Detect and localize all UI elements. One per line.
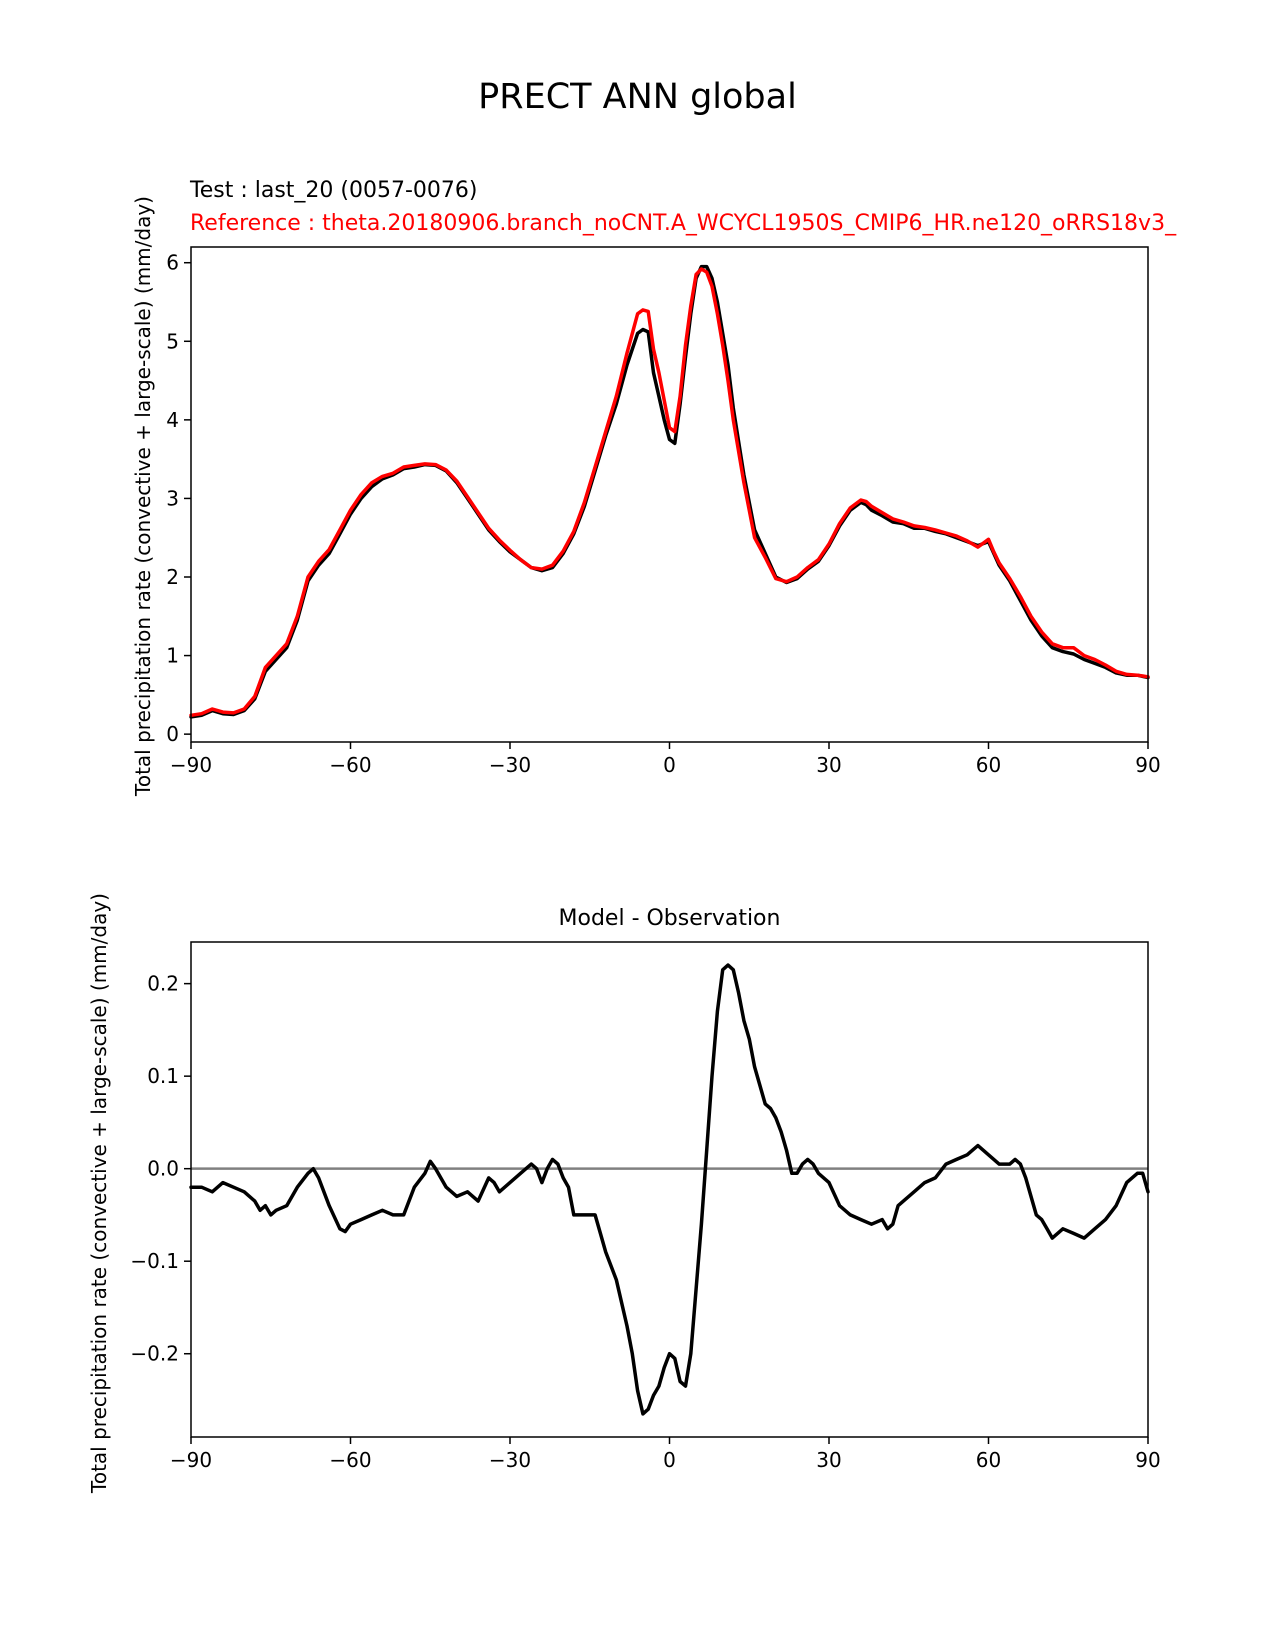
bottom-y-tick-label: −0.1 bbox=[130, 1249, 179, 1273]
top-y-tick-label: 1 bbox=[166, 644, 179, 668]
bottom-plot-area bbox=[189, 963, 1150, 1416]
bottom-x-tick-label: 30 bbox=[816, 1448, 841, 1472]
bottom-x-tick-label: −60 bbox=[329, 1448, 371, 1472]
top-y-tick-label: 6 bbox=[166, 251, 179, 275]
reference-label: Reference : theta.20180906.branch_noCNT.… bbox=[190, 211, 1177, 236]
top-y-tick-label: 2 bbox=[166, 565, 179, 589]
bottom-y-axis-label: Total precipitation rate (convective + l… bbox=[87, 893, 111, 1494]
top-x-tick-label: −60 bbox=[329, 753, 371, 777]
bottom-x-tick-label: −90 bbox=[170, 1448, 212, 1472]
top-x-tick-label: −30 bbox=[489, 753, 531, 777]
top-axis-ticks: −90 −60 −30 0 30 60 90 0 1 2 3 4 5 6 bbox=[166, 251, 1160, 777]
bottom-y-tick-label: 0.1 bbox=[147, 1064, 179, 1088]
bottom-y-tick-label: −0.2 bbox=[130, 1342, 179, 1366]
bottom-y-tick-label: 0.0 bbox=[147, 1157, 179, 1181]
bottom-y-tick-label: 0.2 bbox=[147, 972, 179, 996]
top-y-tick-label: 4 bbox=[166, 408, 179, 432]
top-y-tick-label: 0 bbox=[166, 722, 179, 746]
bottom-axis-ticks: −90 −60 −30 0 30 60 90 −0.2 −0.1 0.0 0.1 0.2 bbox=[130, 972, 1160, 1472]
top-x-tick-label: 0 bbox=[663, 753, 676, 777]
figure-title: PRECT ANN global bbox=[478, 77, 797, 117]
bottom-x-tick-label: 0 bbox=[663, 1448, 676, 1472]
bottom-series-model-observation-line bbox=[189, 963, 1150, 1416]
top-series-reference-line bbox=[189, 267, 1150, 718]
top-x-tick-label: 30 bbox=[816, 753, 841, 777]
top-y-tick-label: 3 bbox=[166, 486, 179, 510]
bottom-panel: Model - Observation Total precipitation … bbox=[87, 893, 1161, 1494]
bottom-x-tick-label: 90 bbox=[1135, 1448, 1160, 1472]
top-x-tick-label: 90 bbox=[1135, 753, 1160, 777]
bottom-x-tick-label: 60 bbox=[976, 1448, 1001, 1472]
top-plot-area bbox=[189, 264, 1150, 719]
top-panel: Test : last_20 (0057-0076) Reference : t… bbox=[131, 178, 1177, 797]
bottom-x-tick-label: −30 bbox=[489, 1448, 531, 1472]
top-x-tick-label: 60 bbox=[976, 753, 1001, 777]
top-y-axis-label: Total precipitation rate (convective + l… bbox=[131, 196, 155, 797]
top-x-tick-label: −90 bbox=[170, 753, 212, 777]
test-label: Test : last_20 (0057-0076) bbox=[189, 178, 477, 203]
bottom-panel-title: Model - Observation bbox=[559, 906, 781, 931]
top-y-tick-label: 5 bbox=[166, 329, 179, 353]
